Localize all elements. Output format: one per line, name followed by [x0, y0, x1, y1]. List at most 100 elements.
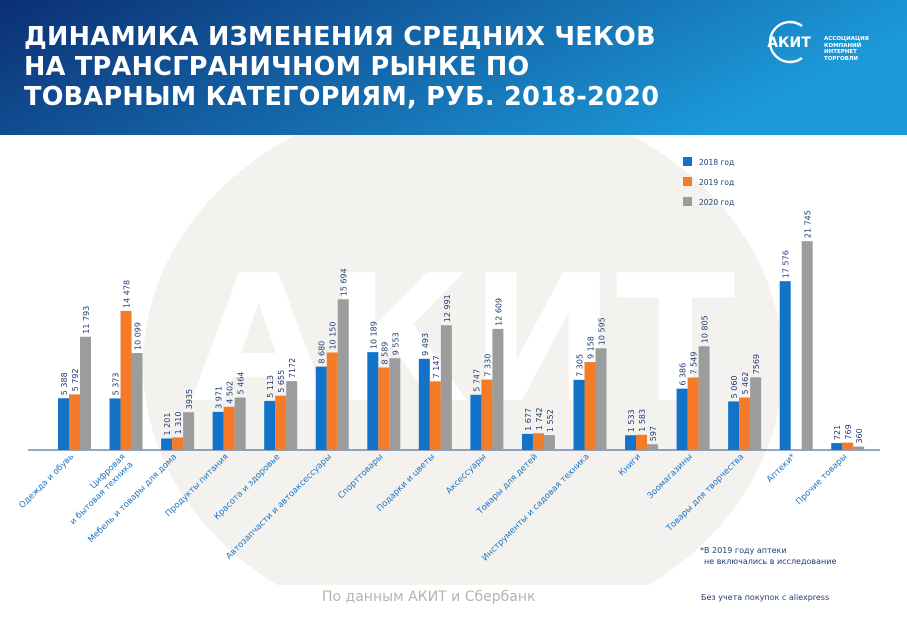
bar-value-label: 360 [855, 428, 864, 443]
header-background [0, 0, 907, 135]
bar-value-label: 11 793 [82, 306, 91, 334]
bar [131, 352, 143, 450]
bar-value-label: 1 201 [163, 413, 172, 436]
bar [779, 281, 791, 450]
bar-value-label: 8 589 [380, 342, 389, 365]
bar [172, 437, 184, 450]
bar-value-label: 597 [649, 426, 658, 441]
legend-label: 2020 год [699, 198, 734, 207]
bar [698, 346, 710, 450]
bar-value-label: 7 330 [483, 354, 492, 377]
bar-value-label: 1 742 [535, 407, 544, 430]
bar [275, 395, 287, 450]
bar [58, 398, 69, 450]
bar-value-label: 10 189 [369, 321, 378, 349]
bars [58, 241, 865, 450]
bar [532, 433, 544, 450]
bar-value-label: 10 805 [701, 315, 710, 343]
bar [543, 435, 555, 450]
logo-name: АКИТ [767, 35, 811, 51]
header-banner: ДИНАМИКА ИЗМЕНЕНИЯ СРЕДНИХ ЧЕКОВ НА ТРАН… [0, 0, 907, 135]
bar-value-label: 1 677 [524, 408, 533, 431]
bar-value-label: 17 576 [782, 250, 791, 278]
bar [120, 310, 132, 450]
bar [378, 367, 390, 450]
legend-label: 2018 год [699, 158, 734, 167]
bar [315, 366, 327, 450]
bar [831, 443, 843, 450]
category-label-line: Одежда и обувь [17, 452, 76, 511]
bar [326, 352, 338, 450]
bar-value-label: 5 655 [277, 370, 286, 393]
watermark-circle [143, 135, 783, 585]
bar [429, 381, 441, 450]
bar [183, 412, 195, 450]
bar [595, 348, 607, 450]
bar-value-label: 9 158 [587, 336, 596, 359]
page-title: ДИНАМИКА ИЗМЕНЕНИЯ СРЕДНИХ ЧЕКОВ НА ТРАН… [24, 22, 660, 112]
bar [687, 377, 699, 450]
bar-value-label: 12 609 [494, 298, 503, 326]
bar [647, 444, 659, 450]
bar-value-label: 5 792 [71, 368, 80, 391]
logo-tagline-line: АССОЦИАЦИЯ [824, 36, 869, 42]
legend-swatch [683, 157, 692, 166]
legend: 2018 год 2019 год 2020 год [683, 157, 734, 207]
footnote-pharmacy-line: *В 2019 году аптеки [700, 546, 787, 555]
bar-value-label: 9 553 [391, 332, 400, 355]
bar-value-label: 721 [833, 425, 842, 440]
bar-value-label: 6 386 [679, 363, 688, 386]
logo-tagline-line: ТОРГОВЛИ [824, 55, 859, 62]
akit-logo: АКИТ АССОЦИАЦИЯ КОМПАНИЙ ИНТЕРНЕТ ТОРГОВЛИ [756, 20, 896, 64]
bar-value-label: 1 533 [627, 409, 636, 432]
bar-value-label: 5 464 [237, 372, 246, 395]
category-label: Прочие товары [794, 452, 849, 507]
bar [69, 394, 80, 450]
bar-value-label: 7 147 [432, 355, 441, 378]
bar [80, 336, 91, 450]
bar [625, 435, 637, 450]
bar [470, 394, 482, 450]
bar [584, 362, 596, 450]
bar [676, 388, 688, 450]
bar [481, 379, 493, 450]
bar-value-label: 4 502 [226, 381, 235, 404]
bar-value-label: 1 310 [174, 412, 183, 435]
bar-value-label: 769 [844, 424, 853, 439]
category-label-line: Аптеки* [765, 452, 798, 485]
bar [212, 411, 224, 450]
bar [161, 438, 173, 450]
bar [842, 442, 854, 450]
bar [750, 377, 762, 450]
legend-label: 2019 год [699, 178, 734, 187]
logo-tagline-line: КОМПАНИЙ [824, 42, 862, 49]
bar [739, 397, 751, 450]
bar [573, 379, 585, 450]
legend-swatch [683, 177, 692, 186]
bar-value-label: 7 305 [576, 354, 585, 377]
category-label: Аптеки* [765, 452, 798, 485]
footnote-aliexpress: Без учета покупок с aliexpress [701, 593, 830, 602]
akit-logo-mark: АКИТ [767, 20, 811, 64]
bar [286, 381, 298, 450]
bar-value-label: 10 150 [329, 322, 338, 350]
bar [223, 406, 235, 450]
bar-value-label: 1 552 [546, 409, 555, 432]
bar-value-label: 5 747 [472, 369, 481, 392]
footnote-pharmacy-line: не включались в исследование [704, 557, 837, 566]
bar [389, 358, 401, 450]
bar [636, 434, 648, 450]
bar [367, 352, 379, 450]
bar-value-label: 5 373 [112, 372, 121, 395]
bar-value-label: 5 113 [266, 375, 275, 398]
bar-value-label: 7172 [288, 358, 297, 378]
bar [418, 358, 430, 450]
logo-tagline: АССОЦИАЦИЯ КОМПАНИЙ ИНТЕРНЕТ ТОРГОВЛИ [824, 36, 896, 62]
category-label-line: Прочие товары [794, 452, 849, 507]
bar-value-label: 7 549 [690, 352, 699, 375]
bar [492, 328, 504, 450]
bar [801, 241, 813, 450]
bar-value-label: 10 595 [598, 317, 607, 345]
bar [264, 400, 276, 450]
bar-value-label: 21 745 [804, 210, 813, 238]
